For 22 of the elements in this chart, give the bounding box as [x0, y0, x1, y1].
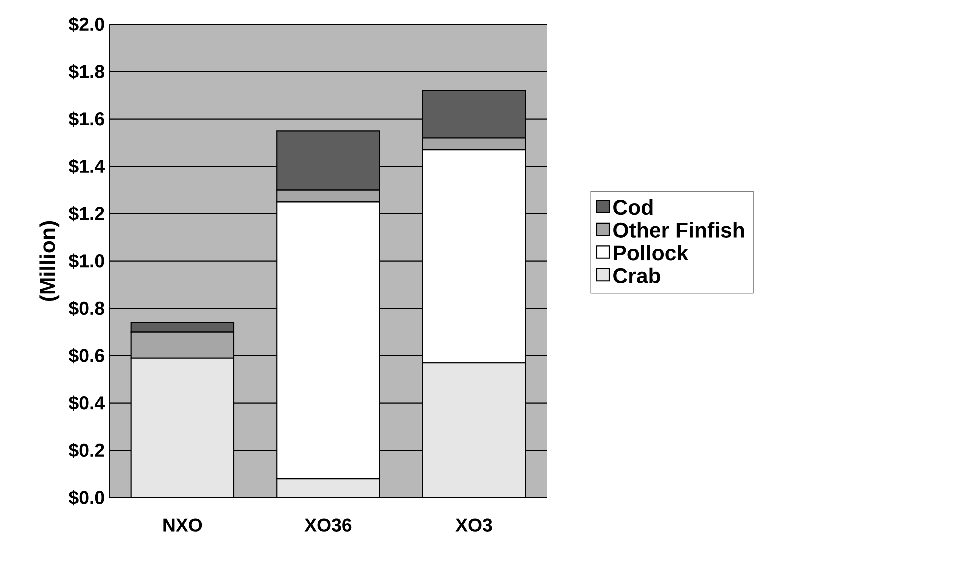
- y-tick-label: $1.8: [68, 64, 104, 80]
- y-tick-label: $0.2: [68, 443, 104, 458]
- y-tick-label: $1.4: [68, 159, 105, 174]
- legend-label: Pollock: [614, 245, 689, 261]
- y-tick-label: $1.0: [68, 254, 104, 269]
- y-axis-title: (Million): [40, 221, 60, 302]
- y-tick-label: $1.6: [68, 112, 104, 127]
- x-tick-label: XO36: [304, 518, 352, 532]
- x-tick-label: XO3: [456, 518, 492, 532]
- bar: [422, 362, 526, 498]
- legend-label: Other Finfish: [614, 222, 744, 238]
- y-tick-label: $1.2: [68, 206, 104, 222]
- y-tick-label: $2.0: [68, 17, 104, 32]
- x-tick-label: NXO: [164, 518, 202, 532]
- legend-label: Cod: [614, 199, 653, 216]
- y-tick-label: $0.0: [68, 490, 104, 506]
- y-tick-label: $0.6: [68, 348, 104, 364]
- bar: [276, 478, 380, 498]
- y-tick-label: $0.8: [68, 301, 104, 316]
- legend-label: Crab: [614, 268, 660, 284]
- y-tick-label: $0.4: [68, 396, 105, 411]
- bar: [130, 358, 235, 498]
